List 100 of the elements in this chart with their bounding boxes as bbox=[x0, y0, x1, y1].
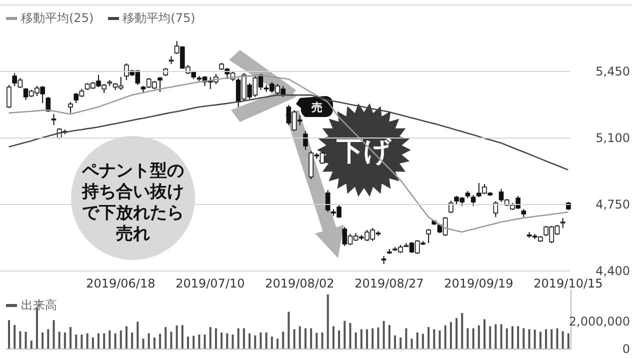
bar bbox=[214, 328, 217, 349]
bar bbox=[237, 328, 240, 349]
bar bbox=[114, 333, 116, 349]
bar bbox=[108, 330, 111, 349]
bar bbox=[19, 331, 22, 349]
bar bbox=[326, 294, 329, 349]
bar bbox=[472, 328, 474, 349]
bar bbox=[382, 320, 385, 349]
bar bbox=[198, 334, 200, 349]
annotation: 下げ bbox=[336, 136, 392, 167]
bar bbox=[539, 332, 542, 349]
bar bbox=[517, 326, 520, 349]
bar bbox=[405, 328, 408, 349]
x-tick-label: 2019/08/02 bbox=[265, 276, 334, 291]
annotation: 売 bbox=[312, 101, 322, 114]
bar bbox=[321, 332, 324, 349]
bar bbox=[377, 327, 380, 349]
bar bbox=[438, 330, 441, 349]
bar bbox=[120, 330, 122, 349]
candlestick bbox=[448, 200, 454, 214]
bar bbox=[92, 337, 94, 349]
bar bbox=[483, 319, 486, 349]
bar bbox=[461, 313, 464, 349]
bar bbox=[42, 332, 44, 349]
bar bbox=[30, 340, 32, 349]
candlestick bbox=[51, 114, 56, 126]
bar bbox=[276, 338, 279, 349]
bar bbox=[349, 322, 352, 349]
candlestick bbox=[158, 76, 162, 93]
bar bbox=[103, 333, 106, 349]
x-tick-label: 2019/10/15 bbox=[534, 276, 603, 291]
bar bbox=[187, 336, 190, 349]
y-tick-label: 5,450 bbox=[596, 64, 630, 78]
bar bbox=[265, 332, 268, 349]
bar bbox=[298, 326, 301, 349]
candlestick bbox=[6, 84, 12, 108]
bar bbox=[58, 332, 60, 349]
bar bbox=[400, 337, 402, 349]
bar bbox=[242, 328, 245, 349]
bar bbox=[528, 329, 530, 349]
bar bbox=[444, 325, 446, 349]
bar bbox=[64, 332, 66, 349]
bar bbox=[562, 331, 564, 349]
candlestick bbox=[560, 217, 566, 229]
bar bbox=[556, 328, 558, 349]
bar bbox=[366, 329, 368, 349]
candlestick bbox=[303, 130, 308, 150]
x-tick-label: 2019/09/19 bbox=[444, 276, 514, 291]
bar bbox=[136, 322, 139, 349]
bar bbox=[209, 327, 212, 349]
bar bbox=[47, 329, 50, 349]
annotation: ペナント型の持ち合い抜けで下放れたら売れ bbox=[81, 161, 184, 244]
bar bbox=[270, 336, 273, 349]
bar bbox=[506, 328, 508, 349]
candlestick bbox=[426, 228, 431, 244]
bar bbox=[304, 328, 306, 349]
bar bbox=[450, 322, 452, 349]
legend-label: 移動平均(25) bbox=[21, 10, 94, 27]
bar bbox=[153, 337, 156, 349]
bar bbox=[75, 334, 78, 349]
bar bbox=[293, 329, 296, 349]
y-tick-label: 5,100 bbox=[596, 131, 630, 145]
bar bbox=[148, 333, 150, 349]
bar bbox=[489, 326, 492, 349]
bar bbox=[52, 320, 55, 349]
bar bbox=[80, 334, 83, 349]
bar bbox=[70, 327, 72, 349]
bar bbox=[24, 332, 27, 349]
bar bbox=[176, 325, 178, 349]
bar bbox=[164, 327, 167, 349]
bar bbox=[416, 332, 418, 349]
x-tick-label: 2019/07/10 bbox=[176, 276, 245, 291]
legend-label: 移動平均(75) bbox=[122, 10, 196, 27]
bar bbox=[310, 328, 312, 349]
bar bbox=[388, 325, 390, 349]
bar bbox=[428, 327, 430, 349]
bar bbox=[125, 326, 128, 349]
bar bbox=[410, 338, 413, 349]
bar bbox=[456, 318, 458, 349]
bar bbox=[131, 332, 134, 349]
bar bbox=[232, 334, 234, 349]
bar bbox=[8, 320, 10, 349]
bar bbox=[98, 333, 100, 349]
bar bbox=[159, 334, 162, 349]
bar bbox=[354, 332, 357, 349]
y-tick-label: 4,750 bbox=[596, 198, 630, 212]
bar bbox=[220, 332, 223, 349]
candlestick bbox=[470, 194, 476, 207]
bar bbox=[545, 329, 548, 349]
bar bbox=[142, 338, 144, 349]
bar bbox=[282, 332, 284, 349]
bar bbox=[394, 335, 396, 349]
y-tick-label: 4,400 bbox=[596, 264, 630, 278]
bar bbox=[360, 329, 362, 349]
legend-label: 出来高 bbox=[21, 297, 57, 314]
bar bbox=[511, 326, 514, 349]
bar bbox=[86, 333, 88, 349]
bar bbox=[288, 312, 290, 349]
bar bbox=[260, 332, 262, 349]
bar bbox=[14, 325, 16, 349]
